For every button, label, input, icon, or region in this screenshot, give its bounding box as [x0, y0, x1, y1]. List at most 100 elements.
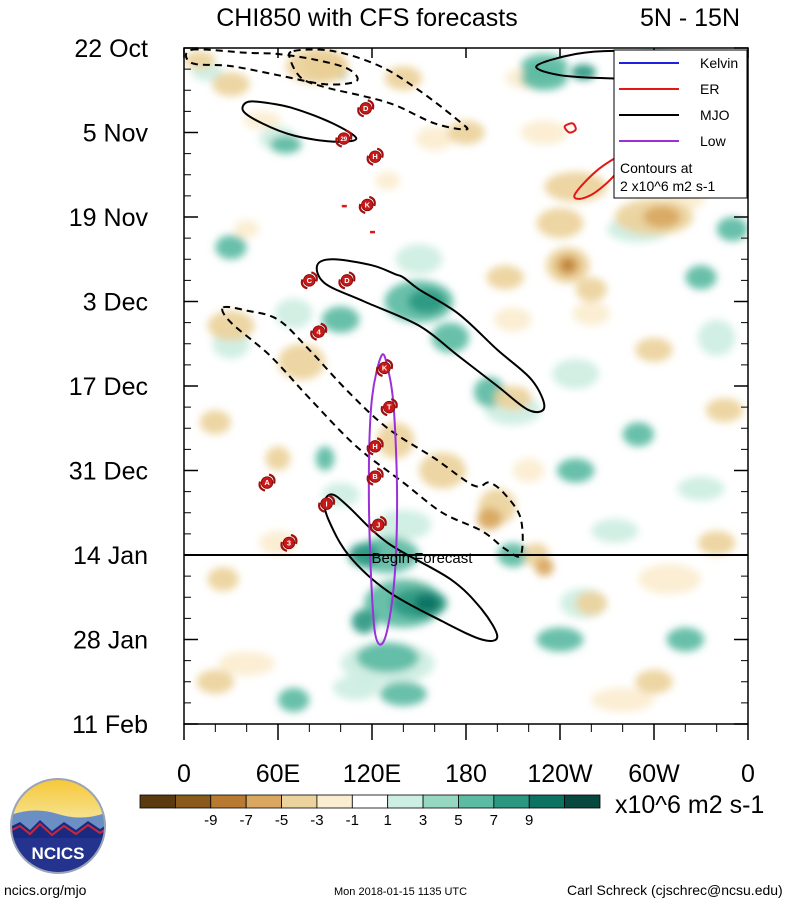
anomaly-blob-4: [234, 220, 260, 239]
storm-label: C: [307, 276, 313, 285]
anomaly-blob-57: [379, 681, 427, 706]
anomaly-blob-74: [643, 206, 681, 228]
storm-label: T: [387, 403, 392, 412]
storm-label: H: [372, 152, 377, 161]
storm-swirl-top: [348, 271, 356, 282]
legend-note-line-2: 2 x10^6 m2 s-1: [620, 178, 715, 194]
y-tick-label-3: 3 Dec: [83, 289, 148, 317]
storm-dot: [303, 274, 316, 287]
storm-swirl-top: [320, 322, 328, 333]
anomaly-blob-81: [278, 343, 325, 380]
colorbar-swatch-12: [564, 794, 601, 809]
colorbar-swatch-4: [281, 794, 318, 809]
storm-marker-5: K: [358, 195, 376, 214]
storm-marker-6: C: [300, 271, 318, 290]
anomaly-blob-11: [552, 358, 600, 390]
colorbar-swatch-0: [139, 794, 176, 809]
storm-swirl-top: [376, 467, 384, 478]
storm-label: D: [363, 104, 369, 113]
legend-label-low: Low: [700, 133, 727, 149]
anomaly-blob-93: [196, 669, 235, 694]
anomaly-blob-22: [591, 687, 655, 712]
storm-swirl-top: [290, 533, 298, 545]
anomaly-blob-78: [575, 277, 607, 302]
storm-swirl-bottom: [358, 203, 366, 214]
storm-swirl-top: [367, 99, 375, 110]
storm-label: K: [382, 363, 388, 372]
legend-note-line-1: Contours at: [620, 160, 692, 176]
mjo-contour-negative-0: [184, 48, 359, 86]
x-tick-label-5: 60W: [628, 760, 680, 788]
storm-marker-3: 29: [335, 129, 353, 148]
storm-label: H: [372, 442, 377, 451]
footer-site: ncics.org/mjo: [4, 882, 87, 898]
anomaly-blob-20: [332, 675, 380, 700]
storm-marker-15: J: [369, 515, 387, 534]
anomaly-blob-92: [697, 530, 736, 556]
anomaly-blob-9: [697, 319, 736, 356]
anomaly-blob-3: [243, 111, 282, 130]
anomaly-blob-27: [375, 171, 401, 190]
anomaly-blob-5: [274, 298, 313, 329]
colorbar-label-8: 7: [490, 812, 498, 829]
storm-swirl-bottom: [357, 107, 365, 118]
storm-swirl-bottom: [310, 330, 318, 341]
storm-label: B: [372, 472, 378, 481]
anomaly-blob-64: [278, 687, 310, 712]
colorbar-label-4: -1: [346, 812, 359, 829]
colorbar-label-6: 3: [419, 812, 427, 829]
colorbar-swatch-10: [493, 794, 530, 809]
forecast-label: Begin Forecast: [372, 550, 474, 567]
storm-swirl-top: [379, 515, 387, 527]
colorbar: -9 -7 -5 -3 -1 1 3 5 7 9: [139, 794, 601, 829]
y-tick-label-5: 31 Dec: [69, 458, 148, 486]
anomaly-blob-38: [431, 322, 470, 353]
anomaly-blob-24: [520, 120, 568, 145]
storm-label: K: [365, 201, 371, 210]
anomaly-blob-56: [356, 642, 419, 673]
footer-author: Carl Schreck (cjschrec@ncsu.edu): [567, 882, 783, 898]
colorbar-swatch-5: [316, 794, 353, 809]
legend-label-mjo: MJO: [700, 107, 730, 123]
storm-swirl-bottom: [318, 502, 325, 513]
x-tick-label-2: 120E: [343, 760, 401, 788]
storm-dot: [368, 470, 382, 483]
anomaly-blob-37: [408, 289, 446, 314]
latitude-band: 5N - 15N: [640, 4, 740, 32]
storm-dot: [337, 132, 351, 145]
mjo-contour-negative-1: [287, 48, 469, 131]
storm-swirl-top: [376, 147, 384, 158]
anomaly-blob-18: [638, 564, 702, 595]
colorbar-label-3: -3: [310, 812, 323, 829]
x-tick-label-4: 120W: [527, 760, 593, 788]
anomaly-blob-88: [199, 410, 231, 435]
storm-label: J: [376, 520, 380, 529]
storm-marker-11: H: [366, 437, 384, 456]
storm-swirl-top: [368, 195, 376, 207]
storm-swirl-bottom: [366, 155, 374, 166]
anomaly-blob-83: [419, 452, 466, 489]
storm-dot: [320, 497, 333, 510]
anomaly-blob-12: [591, 518, 639, 543]
anomaly-blob-7: [395, 244, 443, 275]
anomaly-blob-72: [536, 207, 584, 239]
storm-swirl-top: [328, 494, 336, 505]
storm-swirl-top: [376, 437, 384, 448]
y-tick-label-6: 14 Jan: [73, 542, 148, 570]
storm-marker-8: 4: [310, 322, 328, 341]
x-tick-label-1: 60E: [256, 760, 300, 788]
y-tick-label-7: 28 Jan: [73, 627, 148, 655]
colorbar-units: x10^6 m2 s-1: [615, 791, 764, 819]
anomaly-blob-40: [270, 135, 302, 154]
y-axis: 22 Oct 5 Nov 19 Nov 3 Dec 17 Dec 31 Dec 14 Jan…: [69, 35, 748, 739]
storm-swirl-bottom: [280, 541, 288, 552]
storm-dot: [368, 440, 382, 453]
anomaly-blob-47: [685, 265, 717, 290]
legend-box: [613, 49, 748, 199]
storm-dot: [372, 518, 385, 532]
storm-marker-4: H: [366, 147, 384, 166]
storm-dot: [312, 325, 325, 338]
legend-label-kelvin: Kelvin: [700, 55, 738, 71]
storm-marker-13: A: [258, 473, 276, 492]
